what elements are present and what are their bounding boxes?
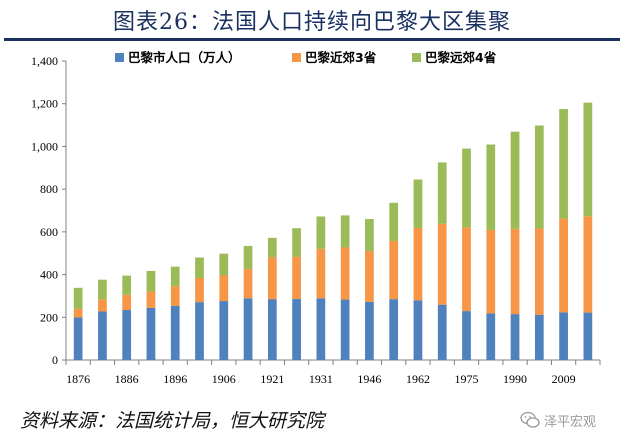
y-tick-label: 400: [40, 268, 58, 282]
segment-inner-suburbs: [462, 227, 471, 312]
segment-outer-suburbs: [73, 287, 83, 309]
title-divider: [4, 38, 620, 41]
segment-outer-suburbs: [98, 279, 107, 300]
segment-inner-suburbs: [510, 228, 520, 315]
segment-paris-city: [583, 312, 593, 360]
segment-inner-suburbs: [98, 299, 107, 312]
segment-paris-city: [219, 301, 229, 360]
y-tick-label: 800: [40, 182, 58, 196]
segment-inner-suburbs: [243, 268, 253, 299]
wechat-icon: [520, 411, 540, 428]
segment-inner-suburbs: [365, 251, 374, 302]
segment-inner-suburbs: [316, 248, 326, 299]
legend-label: 巴黎远郊4省: [425, 50, 497, 65]
segment-inner-suburbs: [195, 277, 204, 303]
segment-paris-city: [437, 304, 447, 360]
watermark: 泽平宏观: [520, 410, 596, 430]
legend-swatch: [115, 53, 124, 62]
segment-paris-city: [73, 317, 83, 360]
segment-outer-suburbs: [316, 216, 326, 249]
segment-outer-suburbs: [292, 228, 301, 257]
segment-outer-suburbs: [219, 253, 229, 276]
segment-paris-city: [243, 298, 253, 360]
segment-outer-suburbs: [534, 125, 544, 229]
segment-paris-city: [195, 302, 204, 360]
segment-outer-suburbs: [267, 237, 277, 258]
segment-outer-suburbs: [389, 202, 399, 242]
segment-paris-city: [559, 312, 568, 360]
legend-swatch: [412, 53, 421, 62]
segment-paris-city: [267, 299, 277, 360]
x-tick-label: 1886: [115, 372, 139, 386]
y-tick-label: 1,400: [31, 54, 58, 68]
x-tick-label: 1990: [503, 372, 527, 386]
y-tick-label: 600: [40, 225, 58, 239]
segment-paris-city: [170, 305, 180, 360]
segment-paris-city: [340, 299, 350, 360]
segment-outer-suburbs: [340, 215, 350, 248]
segment-paris-city: [510, 314, 520, 360]
segment-outer-suburbs: [486, 144, 496, 230]
legend-label: 巴黎近郊3省: [305, 50, 377, 65]
x-tick-label: 1931: [309, 372, 333, 386]
x-tick-label: 1946: [357, 372, 381, 386]
segment-outer-suburbs: [437, 162, 447, 224]
segment-inner-suburbs: [413, 228, 423, 301]
segment-inner-suburbs: [292, 256, 301, 299]
segment-inner-suburbs: [170, 286, 180, 306]
segment-paris-city: [316, 298, 326, 360]
segment-inner-suburbs: [534, 228, 544, 315]
watermark-label: 泽平宏观: [544, 414, 597, 430]
segment-inner-suburbs: [389, 241, 399, 300]
segment-inner-suburbs: [73, 308, 83, 318]
segment-paris-city: [292, 298, 301, 360]
x-tick-label: 2009: [552, 372, 576, 386]
segment-inner-suburbs: [486, 229, 496, 314]
segment-inner-suburbs: [146, 291, 156, 308]
segment-paris-city: [98, 311, 107, 360]
y-tick-label: 200: [40, 310, 58, 324]
segment-outer-suburbs: [170, 266, 180, 287]
legend-label: 巴黎市人口（万人）: [128, 50, 241, 65]
y-tick-label: 1,000: [31, 139, 58, 153]
segment-paris-city: [146, 307, 156, 360]
segment-outer-suburbs: [122, 275, 132, 295]
segment-inner-suburbs: [267, 257, 277, 300]
segment-paris-city: [365, 301, 374, 360]
x-tick-label: 1975: [455, 372, 479, 386]
stacked-bar-chart: 0 200 400 600 800 1,000 1,200 1,400 1876 1886 1896…: [31, 50, 601, 386]
segment-paris-city: [389, 299, 399, 360]
segment-outer-suburbs: [559, 109, 568, 219]
segment-paris-city: [413, 300, 423, 360]
x-tick-label: 1896: [163, 372, 187, 386]
segment-paris-city: [486, 313, 496, 360]
legend-swatch: [292, 53, 301, 62]
segment-paris-city: [462, 311, 471, 360]
x-tick-label: 1906: [212, 372, 236, 386]
segment-inner-suburbs: [583, 216, 593, 313]
x-tick-label: 1921: [260, 372, 284, 386]
segment-outer-suburbs: [195, 257, 204, 278]
segment-inner-suburbs: [340, 247, 350, 300]
segment-outer-suburbs: [146, 270, 156, 292]
source-note: 资料来源：法国统计局，恒大研究院: [20, 410, 325, 432]
segment-outer-suburbs: [583, 102, 593, 217]
segment-paris-city: [534, 314, 544, 360]
chart-title: 图表26：法国人口持续向巴黎大区集聚: [113, 10, 511, 35]
segment-outer-suburbs: [413, 179, 423, 229]
x-tick-label: 1962: [406, 372, 430, 386]
segment-outer-suburbs: [243, 245, 253, 269]
y-tick-label: 0: [52, 353, 58, 367]
y-tick-label: 1,200: [31, 97, 58, 111]
segment-inner-suburbs: [122, 294, 132, 311]
segment-inner-suburbs: [437, 223, 447, 305]
segment-outer-suburbs: [510, 131, 520, 229]
segment-inner-suburbs: [559, 218, 568, 313]
segment-paris-city: [122, 310, 132, 360]
segment-outer-suburbs: [462, 148, 471, 228]
x-tick-label: 1876: [66, 372, 90, 386]
segment-inner-suburbs: [219, 275, 229, 302]
segment-outer-suburbs: [365, 219, 374, 252]
title-bar: 图表26：法国人口持续向巴黎大区集聚: [0, 0, 624, 36]
